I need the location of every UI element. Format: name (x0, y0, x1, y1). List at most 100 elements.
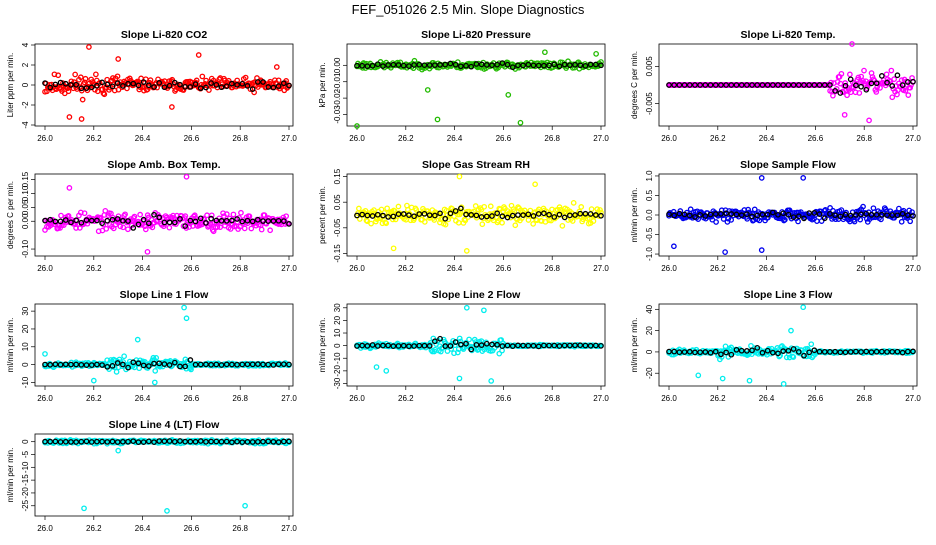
outlier-point (456, 375, 463, 382)
data-point (204, 212, 210, 219)
reference-point (842, 211, 849, 218)
data-point (598, 59, 604, 65)
reference-point (567, 62, 573, 69)
reference-point (145, 220, 152, 227)
reference-point (666, 348, 672, 355)
reference-point (203, 84, 209, 91)
outlier-point (593, 50, 599, 57)
reference-point (535, 211, 542, 217)
reference-point (754, 82, 761, 88)
reference-point (234, 216, 240, 222)
data-point (72, 71, 78, 78)
x-tick-label: 26.8 (544, 264, 560, 273)
reference-point (197, 215, 204, 222)
reference-point (166, 82, 173, 89)
reference-point (556, 211, 563, 218)
reference-point (140, 362, 147, 369)
x-tick-label: 26.2 (710, 394, 726, 403)
reference-point (229, 80, 235, 87)
data-point (556, 204, 563, 210)
reference-point (733, 346, 740, 353)
reference-point (83, 217, 90, 223)
reference-point (114, 360, 121, 366)
x-tick-label: 26.0 (349, 264, 365, 273)
reference-point (530, 213, 537, 219)
reference-point (676, 82, 683, 88)
reference-point (910, 348, 916, 355)
y-axis-label: percent per min. (318, 186, 327, 244)
reference-point (203, 220, 209, 226)
data-point (466, 336, 472, 343)
reference-point (166, 362, 173, 368)
outlier-point (434, 116, 441, 123)
x-tick-label: 26.8 (544, 394, 560, 403)
reference-point (821, 82, 828, 88)
reference-point (171, 359, 178, 366)
reference-point (780, 210, 787, 217)
reference-point (57, 79, 64, 86)
data-point (472, 203, 479, 209)
scatter-panel: Slope Sample Flow 26.0 26.2 26.4 26.6 26.8 27.… (630, 159, 921, 273)
reference-point (598, 343, 604, 349)
reference-point (718, 351, 724, 358)
reference-point (109, 83, 116, 90)
reference-point (182, 223, 189, 229)
reference-point (239, 218, 246, 225)
outlier-point (181, 304, 187, 311)
outlier-point (866, 117, 872, 124)
reference-point (904, 212, 911, 218)
reference-point (592, 342, 599, 349)
reference-point (432, 338, 438, 345)
data-point (188, 366, 194, 373)
reference-point (535, 62, 542, 69)
data-point (803, 353, 810, 360)
x-tick-label: 26.6 (808, 134, 824, 143)
x-tick-label: 27.0 (281, 134, 297, 143)
reference-point (42, 361, 48, 368)
reference-point (572, 61, 578, 68)
reference-point (68, 82, 74, 88)
reference-point (577, 62, 584, 69)
reference-point (88, 217, 95, 224)
reference-point (354, 212, 360, 219)
y-tick-label: 40 (645, 304, 654, 313)
reference-point (156, 80, 163, 86)
reference-point (213, 217, 220, 224)
reference-point (884, 79, 890, 86)
reference-point (806, 349, 813, 356)
data-point (356, 205, 362, 212)
outlier-point (788, 327, 794, 334)
panel-title: Slope Line 2 Flow (432, 289, 522, 301)
reference-point (380, 342, 386, 349)
reference-point (889, 83, 896, 89)
data-points (42, 44, 292, 122)
x-tick-label: 26.6 (184, 134, 200, 143)
data-point (858, 73, 865, 80)
reference-point (213, 438, 220, 445)
reference-point (666, 82, 672, 88)
outlier-point (481, 307, 487, 314)
reference-point (364, 63, 371, 70)
reference-point (255, 79, 261, 85)
reference-point (260, 218, 266, 224)
data-point (751, 206, 758, 213)
reference-point (244, 361, 251, 368)
outlier-point (144, 248, 151, 255)
x-tick-label: 26.2 (86, 264, 102, 273)
x-tick-label: 27.0 (905, 394, 921, 403)
reference-point (899, 210, 906, 217)
data-point (93, 71, 99, 78)
data-point (896, 205, 902, 212)
reference-point (827, 349, 833, 355)
reference-point (577, 342, 584, 349)
data-point (391, 208, 398, 214)
reference-point (187, 438, 194, 445)
reference-point (723, 349, 729, 356)
data-point (258, 226, 265, 233)
reference-point (832, 87, 838, 94)
reference-point (894, 72, 901, 79)
outlier-point (183, 173, 190, 180)
reference-point (426, 212, 433, 219)
